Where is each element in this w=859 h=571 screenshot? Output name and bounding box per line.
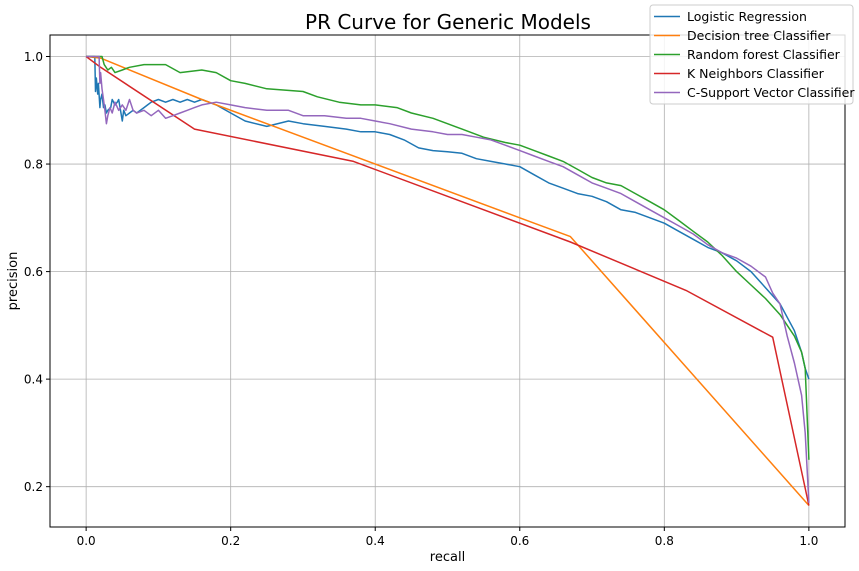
plot-area (50, 35, 845, 527)
legend-label-random-forest-classifier: Random forest Classifier (687, 47, 841, 62)
y-tick-label: 0.4 (24, 373, 43, 387)
series-lines (85, 55, 810, 506)
axis-ticks: 0.0 0.2 0.4 0.6 0.8 1.0 0.2 0.4 0.6 0.8 1.0 (24, 50, 819, 548)
legend-box (649, 4, 854, 105)
x-tick-label: 0.4 (366, 534, 385, 548)
legend-items: Logistic Regression Decision tree Classif… (654, 9, 855, 100)
legend: Logistic Regression Decision tree Classif… (649, 4, 855, 105)
legend-label-c-support-vector-classifier: C-Support Vector Classifier (687, 85, 855, 100)
legend-label-decision-tree-classifier: Decision tree Classifier (687, 28, 831, 43)
y-tick-label: 0.2 (24, 480, 43, 494)
x-tick-label: 0.0 (77, 534, 96, 548)
x-axis-label: recall (430, 550, 465, 565)
y-tick-label: 1.0 (24, 50, 43, 64)
x-tick-label: 0.6 (510, 534, 529, 548)
y-tick-label: 0.6 (24, 265, 43, 279)
x-tick-label: 1.0 (799, 534, 818, 548)
chart-title: PR Curve for Generic Models (305, 10, 591, 34)
y-tick-label: 0.8 (24, 158, 43, 172)
legend-label-logistic-regression: Logistic Regression (687, 9, 807, 24)
plot-frame (49, 34, 846, 528)
legend-label-k-neighbors-classifier: K Neighbors Classifier (687, 66, 825, 81)
series-line-decision-tree-classifier (86, 55, 810, 506)
y-axis-label: precision (6, 252, 21, 311)
series-line-c-support-vector-classifier (86, 55, 810, 503)
series-line-k-neighbors-classifier (85, 55, 810, 506)
x-tick-label: 0.8 (655, 534, 674, 548)
x-tick-label: 0.2 (221, 534, 240, 548)
